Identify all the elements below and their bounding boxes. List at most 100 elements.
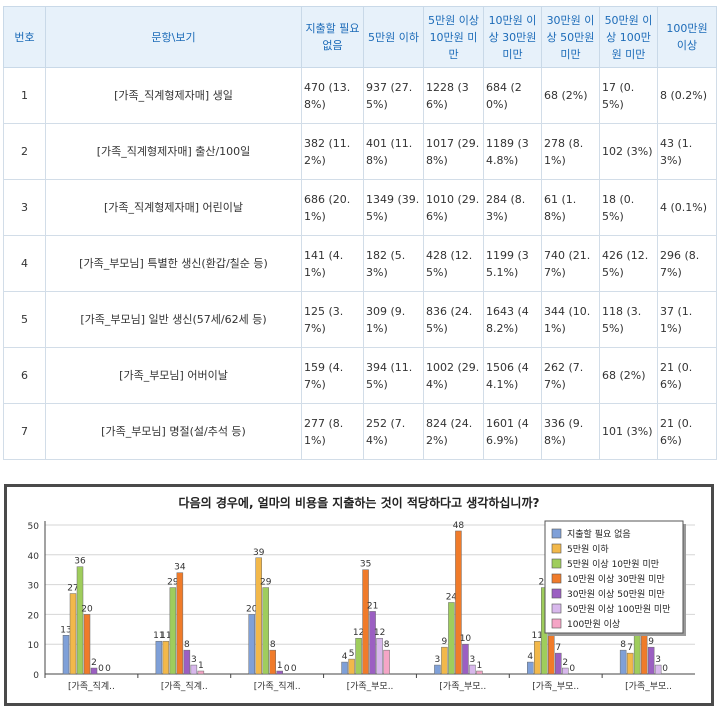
y-tick-label: 30 <box>28 582 40 592</box>
data-label: 20 <box>246 604 258 614</box>
row-question: [가족_부모님] 특별한 생신(환갑/칠순 등) <box>45 235 302 292</box>
x-tick-label: [가족_직계.. <box>161 680 208 692</box>
bar <box>376 637 383 675</box>
bar <box>434 664 441 675</box>
data-label: 7 <box>627 643 633 653</box>
bar <box>341 661 348 675</box>
data-label: 29 <box>539 578 551 588</box>
response-cell: 1189 (34.8%) <box>483 123 542 180</box>
x-tick-label: [가족_부모.. <box>439 681 486 692</box>
legend-swatch <box>551 588 562 599</box>
bar <box>455 530 462 675</box>
data-label: 36 <box>74 557 86 567</box>
row-number: 3 <box>3 179 46 236</box>
legend-label: 5만원 이하 <box>567 544 609 555</box>
bar <box>441 646 448 675</box>
bar <box>176 572 184 675</box>
bar <box>255 557 262 675</box>
bar <box>527 661 534 675</box>
response-cell: 278 (8.1%) <box>541 123 600 180</box>
response-cell: 68 (2%) <box>599 347 658 404</box>
response-cell: 426 (12.5%) <box>599 235 658 292</box>
table-row: 5 [가족_부모님] 일반 생신(57세/62세 등) 125 (3.7%) 309 … <box>3 291 717 348</box>
bar <box>276 670 283 675</box>
table-row: 7 [가족_부모님] 명절(설/추석 등) 277 (8.1%) 252 (7.4%)… <box>3 403 717 460</box>
response-cell: 284 (8.3%) <box>483 179 542 236</box>
data-label: 11 <box>532 631 543 641</box>
legend-label: 5만원 이상 10만원 미만 <box>567 559 659 570</box>
response-cell: 1199 (35.1%) <box>483 235 542 292</box>
bar <box>476 670 483 675</box>
response-cell: 4 (0.1%) <box>657 179 717 236</box>
response-cell: 382 (11.2%) <box>301 123 364 180</box>
bar <box>155 640 163 675</box>
y-tick-label: 40 <box>28 552 40 562</box>
header-number: 번호 <box>3 6 46 68</box>
response-cell: 102 (3%) <box>599 123 658 180</box>
response-cell: 125 (3.7%) <box>301 291 364 348</box>
data-label: 29 <box>260 578 272 588</box>
y-tick-label: 20 <box>28 611 40 621</box>
legend-label: 100만원 이상 <box>567 619 620 630</box>
response-cell: 336 (9.8%) <box>541 403 600 460</box>
data-label: 7 <box>555 643 561 653</box>
row-number: 6 <box>3 347 46 404</box>
response-cell: 1228 (36%) <box>423 67 484 124</box>
bar <box>262 587 269 675</box>
data-label: 8 <box>270 640 276 650</box>
bar <box>654 664 662 675</box>
header-option-1: 지출할 필요 없음 <box>301 6 364 68</box>
x-tick-label: [가족_부모.. <box>625 681 672 692</box>
survey-table: 번호 문항\보기 지출할 필요 없음 5만원 이하 5만원 이상 10만원 미만 10만원… <box>3 6 717 460</box>
data-label: 35 <box>360 560 371 570</box>
data-label: 0 <box>105 664 111 674</box>
bar <box>197 670 205 675</box>
bar <box>555 652 562 675</box>
response-cell: 8 (0.2%) <box>657 67 717 124</box>
row-question: [가족_부모님] 명절(설/추석 등) <box>45 403 302 460</box>
bar <box>69 593 77 675</box>
header-option-7: 100만원 이상 <box>657 6 717 68</box>
response-cell: 686 (20.1%) <box>301 179 364 236</box>
x-tick-label: [가족_부모.. <box>347 681 394 692</box>
table-row: 2 [가족_직계형제자매] 출산/100일 382 (11.2%) 401 (11.8… <box>3 123 717 180</box>
response-cell: 43 (1.3%) <box>657 123 717 180</box>
row-number: 5 <box>3 291 46 348</box>
response-cell: 68 (2%) <box>541 67 600 124</box>
data-label: 2 <box>562 658 568 668</box>
data-label: 8 <box>620 640 626 650</box>
bar <box>626 652 634 675</box>
data-label: 3 <box>435 655 441 665</box>
header-option-2: 5만원 이하 <box>363 6 424 68</box>
response-cell: 61 (1.8%) <box>541 179 600 236</box>
response-cell: 262 (7.7%) <box>541 347 600 404</box>
y-tick-label: 0 <box>33 671 39 681</box>
x-tick-label: [가족_직계.. <box>254 680 301 692</box>
data-label: 0 <box>569 664 575 674</box>
response-cell: 141 (4.1%) <box>301 235 364 292</box>
data-label: 12 <box>374 628 385 638</box>
bar <box>83 614 91 675</box>
bar <box>355 637 362 675</box>
row-question: [가족_부모님] 일반 생신(57세/62세 등) <box>45 291 302 348</box>
response-cell: 309 (9.1%) <box>363 291 424 348</box>
response-cell: 1002 (29.4%) <box>423 347 484 404</box>
data-label: 2 <box>91 658 97 668</box>
response-cell: 159 (4.7%) <box>301 347 364 404</box>
data-label: 20 <box>81 604 93 614</box>
response-cell: 252 (7.4%) <box>363 403 424 460</box>
response-cell: 18 (0.5%) <box>599 179 658 236</box>
response-cell: 470 (13.8%) <box>301 67 364 124</box>
data-label: 13 <box>60 625 71 635</box>
row-number: 7 <box>3 403 46 460</box>
bar <box>619 649 627 675</box>
bar <box>190 664 198 675</box>
row-number: 1 <box>3 67 46 124</box>
response-cell: 1349 (39.5%) <box>363 179 424 236</box>
chart-title: 다음의 경우에, 얼마의 비용을 지출하는 것이 적당하다고 생각하십니까? <box>178 496 540 510</box>
table-row: 6 [가족_부모님] 어버이날 159 (4.7%) 394 (11.5%) 1002 … <box>3 347 717 404</box>
data-label: 3 <box>470 655 476 665</box>
response-cell: 836 (24.5%) <box>423 291 484 348</box>
data-label: 0 <box>662 664 668 674</box>
data-label: 11 <box>153 631 164 641</box>
